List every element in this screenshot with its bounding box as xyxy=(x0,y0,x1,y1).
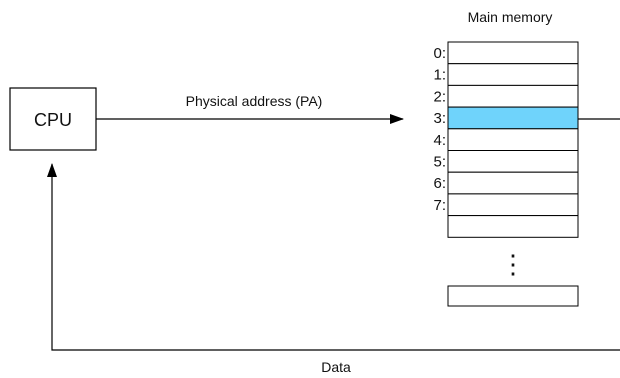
memory-cell xyxy=(447,193,579,217)
memory-address-label: 0: xyxy=(433,45,446,62)
memory-address-label: 4: xyxy=(433,132,446,149)
memory-address-label: 1: xyxy=(433,67,446,84)
memory-cell-last xyxy=(447,285,579,307)
memory-cell xyxy=(447,215,579,238)
memory-cell xyxy=(447,63,579,86)
cpu-node: CPU xyxy=(9,87,97,151)
memory-cell xyxy=(447,41,579,65)
memory-address-label: 6: xyxy=(433,175,446,192)
memory-address-label: 3: xyxy=(433,110,446,127)
memory-cell-highlighted xyxy=(447,106,579,130)
memory-cell xyxy=(447,150,579,173)
memory-cell xyxy=(447,171,579,195)
address-label: Physical address (PA) xyxy=(186,93,323,109)
memory-cell xyxy=(447,84,579,108)
memory-title: Main memory xyxy=(468,9,553,25)
memory-cells xyxy=(447,41,579,238)
data-arrow xyxy=(47,163,620,351)
memory-address-label: 7: xyxy=(433,197,446,214)
cpu-box xyxy=(9,87,97,151)
data-label: Data xyxy=(321,359,351,375)
memory-ellipsis: ⋮ xyxy=(500,249,526,279)
memory-address-label: 5: xyxy=(433,154,446,171)
memory-cell xyxy=(447,128,579,152)
cpu-label: CPU xyxy=(34,110,72,130)
memory-address-label: 2: xyxy=(433,88,446,105)
memory-addresses: 0: 1: 2: 3: 4: 5: 6: 7: xyxy=(433,45,446,214)
